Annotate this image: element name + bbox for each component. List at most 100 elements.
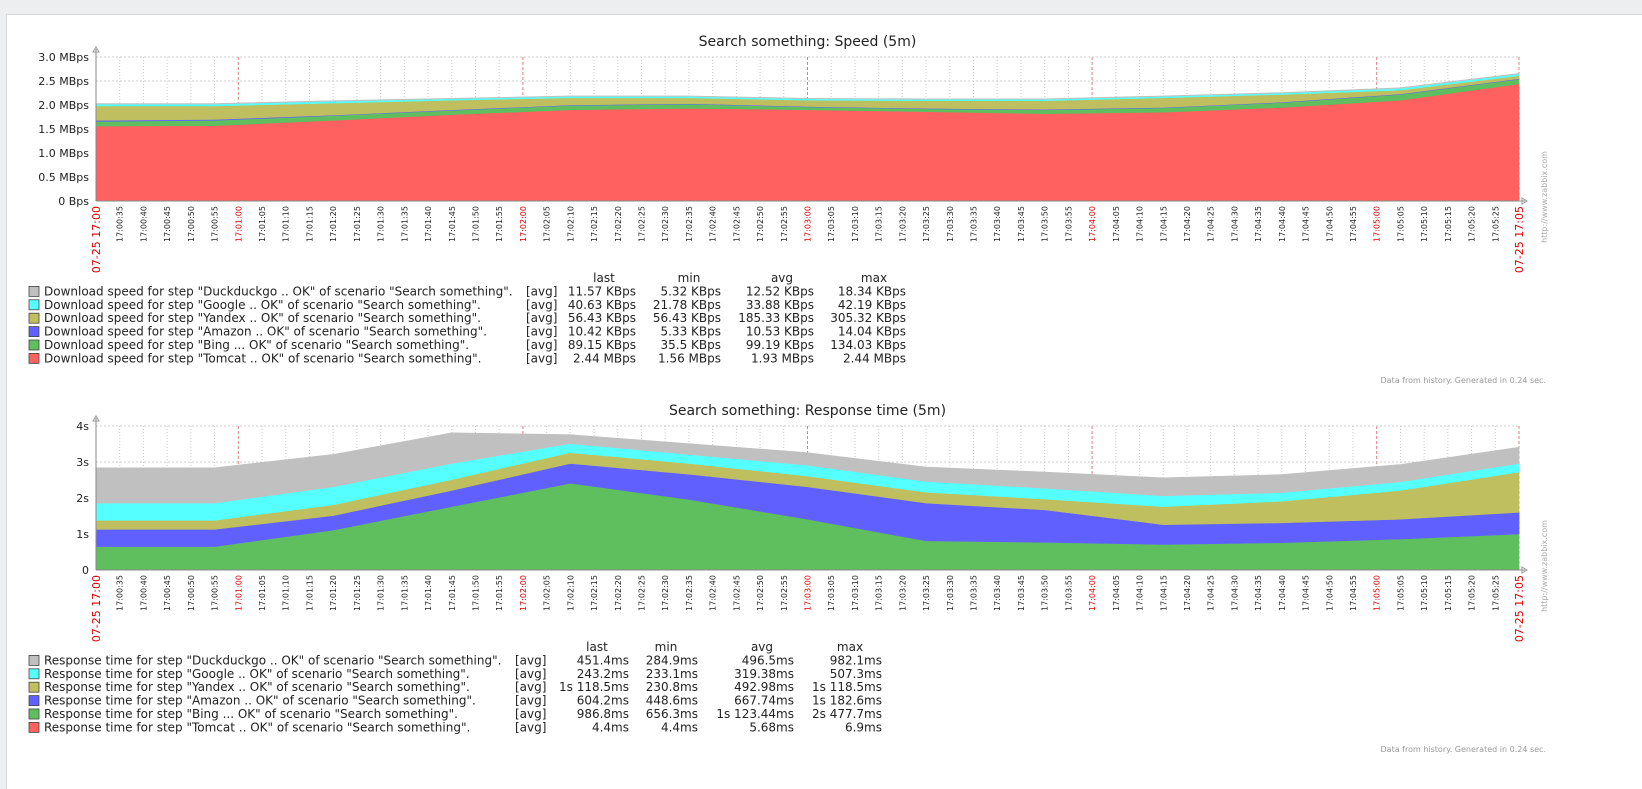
x-tick-label: 17:04:15 [1159, 575, 1168, 611]
legend-label: Response time for step "Yandex .. OK" of… [44, 680, 470, 694]
x-tick-label: 17:03:25 [922, 206, 931, 242]
legend-header-avg: avg [751, 640, 773, 654]
legend-header-min: min [655, 640, 678, 654]
x-tick-label: 17:03:45 [1017, 575, 1026, 611]
x-tick-label: 17:02:25 [637, 206, 646, 242]
legend-last-value: 56.43 KBps [568, 311, 636, 325]
legend-avg-value: 99.19 KBps [746, 338, 814, 352]
x-tick-label: 17:00:40 [139, 206, 148, 242]
x-tick-label: 17:05:10 [1420, 206, 1429, 242]
x-tick-label: 17:01:45 [448, 206, 457, 242]
x-tick-label: 17:05:15 [1444, 206, 1453, 242]
legend-min-value: 21.78 KBps [653, 298, 721, 312]
legend-max-value: 507.3ms [830, 667, 882, 681]
chart-title: Search something: Speed (5m) [699, 34, 917, 50]
chart-title: Search something: Response time (5m) [669, 403, 946, 419]
x-tick-label: 17:03:00 [804, 575, 813, 611]
x-tick-label: 17:00:45 [163, 575, 172, 611]
x-tick-label: 17:04:55 [1349, 206, 1358, 242]
x-tick-label: 17:05:20 [1468, 206, 1477, 242]
legend-min-value: 284.9ms [646, 653, 698, 667]
legend-swatch-amazon [29, 327, 39, 337]
x-tick-label: 17:01:10 [282, 206, 291, 242]
legend-min-value: 5.32 KBps [660, 284, 721, 298]
x-tick-label: 17:01:30 [377, 206, 386, 242]
x-tick-label: 17:02:15 [590, 575, 599, 611]
x-tick-label: 07-25 17:05 [1513, 575, 1526, 642]
legend-max-value: 6.9ms [845, 720, 882, 734]
x-tick-label: 17:03:15 [875, 575, 884, 611]
x-tick-label: 17:02:30 [661, 206, 670, 242]
x-tick-label: 17:04:20 [1183, 206, 1192, 242]
legend-label: Response time for step "Google .. OK" of… [44, 667, 470, 681]
x-tick-label: 17:04:30 [1230, 206, 1239, 242]
y-tick-label: 0.5 MBps [38, 171, 89, 184]
x-tick-label: 17:05:05 [1396, 575, 1405, 611]
legend-func: [avg] [526, 284, 557, 298]
x-tick-label: 17:04:30 [1230, 575, 1239, 611]
x-tick-label: 17:02:45 [732, 575, 741, 611]
x-tick-label: 17:02:50 [756, 206, 765, 242]
y-tick-label: 2s [76, 492, 89, 505]
y-tick-label: 2.5 MBps [38, 75, 89, 88]
legend-func: [avg] [515, 680, 546, 694]
legend-avg-value: 667.74ms [734, 694, 794, 708]
x-tick-label: 17:02:40 [709, 206, 718, 242]
legend-last-value: 1s 118.5ms [559, 680, 629, 694]
x-tick-label: 17:01:00 [234, 206, 243, 242]
x-tick-label: 17:03:30 [946, 206, 955, 242]
x-tick-label: 17:02:15 [590, 206, 599, 242]
x-tick-label: 17:02:05 [543, 206, 552, 242]
x-tick-label: 17:01:25 [353, 575, 362, 611]
x-tick-label: 17:04:45 [1302, 206, 1311, 242]
x-tick-label: 17:03:20 [898, 575, 907, 611]
x-tick-label: 17:04:10 [1136, 575, 1145, 611]
x-tick-label: 17:03:05 [827, 206, 836, 242]
x-tick-label: 17:00:50 [187, 575, 196, 611]
legend-func: [avg] [515, 653, 546, 667]
legend-avg-value: 319.38ms [734, 667, 794, 681]
legend-avg-value: 1.93 MBps [751, 351, 814, 365]
x-tick-label: 17:02:20 [614, 206, 623, 242]
x-tick-label: 17:02:10 [566, 575, 575, 611]
legend-label: Response time for step "Bing ... OK" of … [44, 707, 458, 721]
x-tick-label: 17:03:35 [970, 575, 979, 611]
x-tick-label: 17:00:50 [187, 206, 196, 242]
x-tick-label: 17:03:50 [1041, 206, 1050, 242]
x-tick-label: 17:05:00 [1373, 575, 1382, 611]
y-tick-label: 4s [76, 420, 89, 433]
legend-last-value: 89.15 KBps [568, 338, 636, 352]
legend-last-value: 11.57 KBps [568, 284, 636, 298]
legend-min-value: 656.3ms [646, 707, 698, 721]
legend-min-value: 230.8ms [646, 680, 698, 694]
x-tick-label: 17:01:55 [495, 575, 504, 611]
x-tick-label: 17:02:35 [685, 575, 694, 611]
legend-avg-value: 5.68ms [749, 720, 794, 734]
legend-func: [avg] [526, 338, 557, 352]
legend-label: Download speed for step "Amazon .. OK" o… [44, 325, 487, 339]
x-tick-label: 17:02:00 [519, 206, 528, 242]
x-tick-label: 17:03:40 [993, 206, 1002, 242]
x-tick-label: 17:01:10 [282, 575, 291, 611]
x-tick-label: 17:01:55 [495, 206, 504, 242]
legend-min-value: 56.43 KBps [653, 311, 721, 325]
legend-max-value: 1s 118.5ms [812, 680, 882, 694]
legend-label: Response time for step "Tomcat .. OK" of… [44, 720, 470, 734]
x-tick-label: 17:03:15 [875, 206, 884, 242]
legend-swatch-tomcat [29, 722, 39, 732]
x-tick-label: 17:01:40 [424, 575, 433, 611]
legend-max-value: 18.34 KBps [838, 284, 906, 298]
legend-label: Download speed for step "Google .. OK" o… [44, 298, 481, 312]
x-tick-label: 17:04:35 [1254, 206, 1263, 242]
legend-max-value: 42.19 KBps [838, 298, 906, 312]
x-tick-label: 17:04:45 [1302, 575, 1311, 611]
legend-max-value: 14.04 KBps [838, 325, 906, 339]
x-tick-label: 17:01:00 [234, 575, 243, 611]
legend-max-value: 2.44 MBps [843, 351, 906, 365]
legend-avg-value: 12.52 KBps [746, 284, 814, 298]
x-tick-label: 17:04:10 [1136, 206, 1145, 242]
x-tick-label: 17:02:35 [685, 206, 694, 242]
x-tick-label: 17:01:05 [258, 575, 267, 611]
x-tick-label: 17:05:25 [1491, 206, 1500, 242]
